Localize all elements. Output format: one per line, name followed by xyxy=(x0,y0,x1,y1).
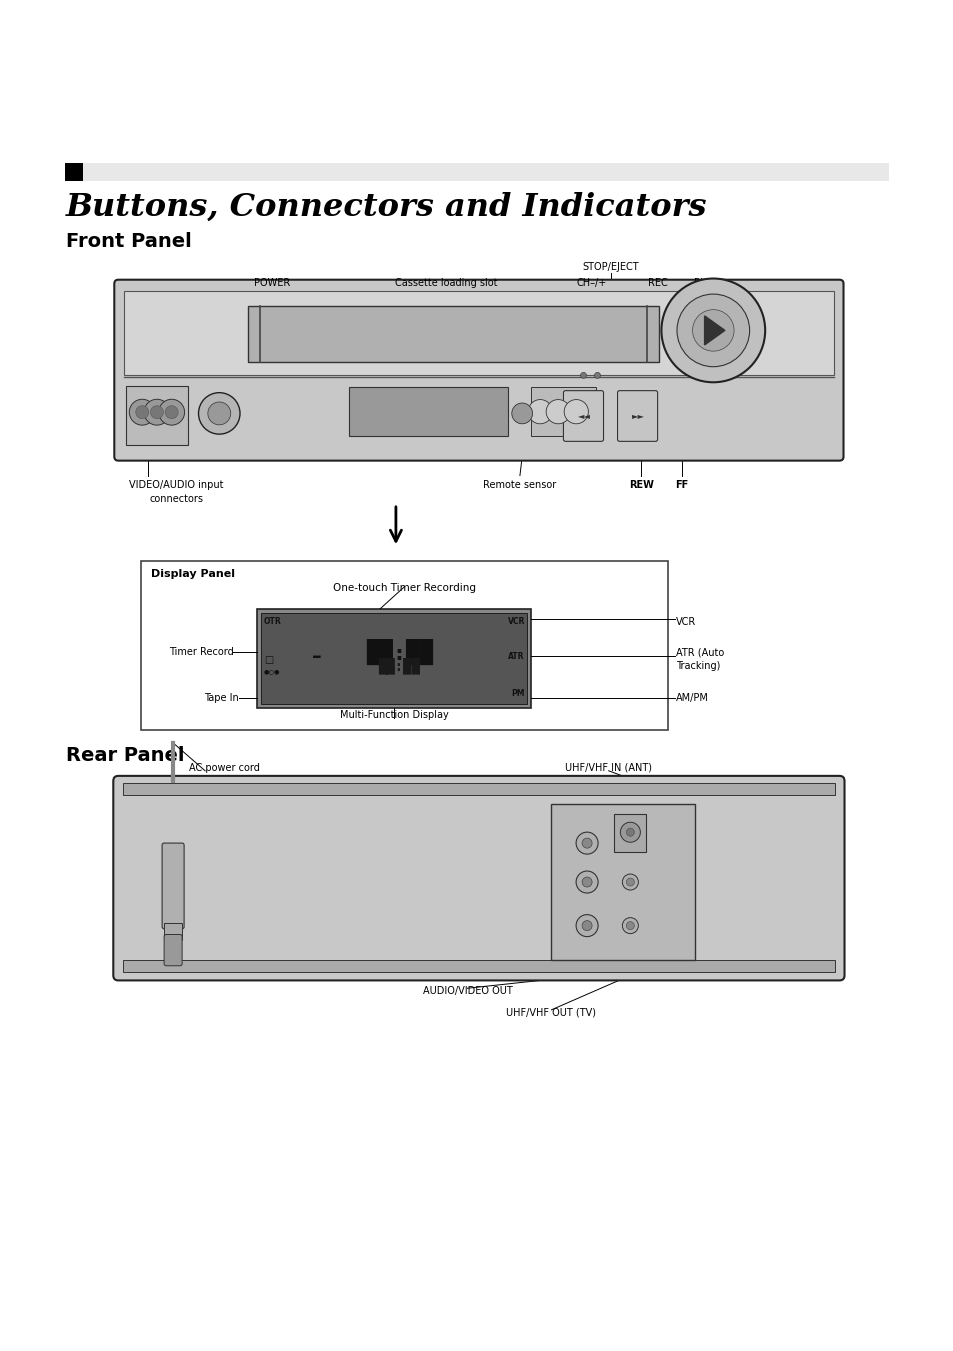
Bar xyxy=(141,561,667,730)
Bar xyxy=(123,782,834,794)
Text: AUDIO/VIDEO OUT: AUDIO/VIDEO OUT xyxy=(422,986,512,996)
Circle shape xyxy=(660,278,764,382)
Circle shape xyxy=(581,920,592,931)
Circle shape xyxy=(158,400,184,426)
Text: Multi-Function Display: Multi-Function Display xyxy=(339,709,448,720)
Circle shape xyxy=(576,832,598,854)
Circle shape xyxy=(563,400,588,424)
Text: REW: REW xyxy=(628,480,653,489)
Text: ●○●: ●○● xyxy=(264,670,280,674)
FancyBboxPatch shape xyxy=(162,843,184,928)
Text: Tape In: Tape In xyxy=(204,693,238,703)
Text: UHF/VHF OUT (TV): UHF/VHF OUT (TV) xyxy=(506,1008,596,1017)
Text: Tracking): Tracking) xyxy=(675,661,720,671)
FancyBboxPatch shape xyxy=(563,390,603,442)
Text: Buttons, Connectors and Indicators: Buttons, Connectors and Indicators xyxy=(66,192,706,223)
Circle shape xyxy=(621,874,638,890)
Circle shape xyxy=(621,917,638,934)
Circle shape xyxy=(144,400,170,426)
FancyBboxPatch shape xyxy=(164,935,182,966)
FancyBboxPatch shape xyxy=(617,390,657,442)
Text: REC: REC xyxy=(648,278,667,288)
Bar xyxy=(614,815,646,852)
Circle shape xyxy=(619,823,639,842)
Circle shape xyxy=(576,915,598,936)
Circle shape xyxy=(511,403,532,424)
Bar xyxy=(261,612,526,704)
Text: PM: PM xyxy=(511,689,524,697)
Text: ATR: ATR xyxy=(508,651,524,661)
Bar xyxy=(123,961,834,973)
Text: □: □ xyxy=(264,655,273,665)
Bar xyxy=(248,307,659,362)
Text: ►►: ►► xyxy=(631,411,644,420)
Text: ██:██: ██:██ xyxy=(366,639,433,665)
Text: Timer Record: Timer Record xyxy=(169,647,233,657)
FancyBboxPatch shape xyxy=(114,280,842,461)
Circle shape xyxy=(692,309,733,351)
Bar xyxy=(65,163,888,181)
Circle shape xyxy=(576,871,598,893)
FancyBboxPatch shape xyxy=(113,775,843,981)
Bar xyxy=(164,923,182,940)
Text: VIDEO/AUDIO input: VIDEO/AUDIO input xyxy=(129,480,224,489)
Text: connectors: connectors xyxy=(150,493,203,504)
Text: One-touch Timer Recording: One-touch Timer Recording xyxy=(333,582,476,593)
Bar xyxy=(256,609,530,708)
Text: Cassette loading slot: Cassette loading slot xyxy=(395,278,497,288)
Bar xyxy=(65,163,83,181)
Bar xyxy=(126,386,188,444)
Text: Front Panel: Front Panel xyxy=(66,232,192,251)
Bar xyxy=(124,290,833,376)
Bar xyxy=(349,388,507,436)
Text: Rear Panel: Rear Panel xyxy=(66,746,184,765)
Text: CH–/+: CH–/+ xyxy=(576,278,606,288)
Text: FF: FF xyxy=(675,480,688,489)
Polygon shape xyxy=(704,316,724,345)
Text: STOP/EJECT: STOP/EJECT xyxy=(581,262,639,272)
Circle shape xyxy=(626,878,634,886)
Circle shape xyxy=(528,400,552,424)
Text: POWER: POWER xyxy=(253,278,290,288)
Circle shape xyxy=(165,405,178,419)
Text: OTR: OTR xyxy=(264,616,281,626)
Circle shape xyxy=(677,295,749,366)
Bar xyxy=(551,804,695,959)
Circle shape xyxy=(626,921,634,929)
Text: Display Panel: Display Panel xyxy=(151,569,235,578)
Text: VCR: VCR xyxy=(675,616,696,627)
Text: UHF/VHF IN (ANT): UHF/VHF IN (ANT) xyxy=(564,763,652,773)
Text: –: – xyxy=(313,647,322,666)
Circle shape xyxy=(626,828,634,836)
Circle shape xyxy=(198,393,240,434)
Text: PLAY: PLAY xyxy=(694,278,717,288)
Circle shape xyxy=(151,405,163,419)
Circle shape xyxy=(581,838,592,848)
Circle shape xyxy=(581,877,592,888)
Text: ATR (Auto: ATR (Auto xyxy=(675,647,723,657)
Circle shape xyxy=(208,403,231,424)
Text: AM/PM: AM/PM xyxy=(675,693,708,703)
Text: ██:██: ██:██ xyxy=(378,658,420,674)
Circle shape xyxy=(545,400,570,424)
Text: AC power cord: AC power cord xyxy=(189,763,259,773)
Circle shape xyxy=(594,373,599,378)
Circle shape xyxy=(130,400,155,426)
Circle shape xyxy=(135,405,149,419)
Circle shape xyxy=(579,373,586,378)
Text: ◄◄: ◄◄ xyxy=(578,411,590,420)
Text: Remote sensor: Remote sensor xyxy=(483,480,556,489)
Bar xyxy=(530,388,595,436)
Text: VCR: VCR xyxy=(507,616,524,626)
